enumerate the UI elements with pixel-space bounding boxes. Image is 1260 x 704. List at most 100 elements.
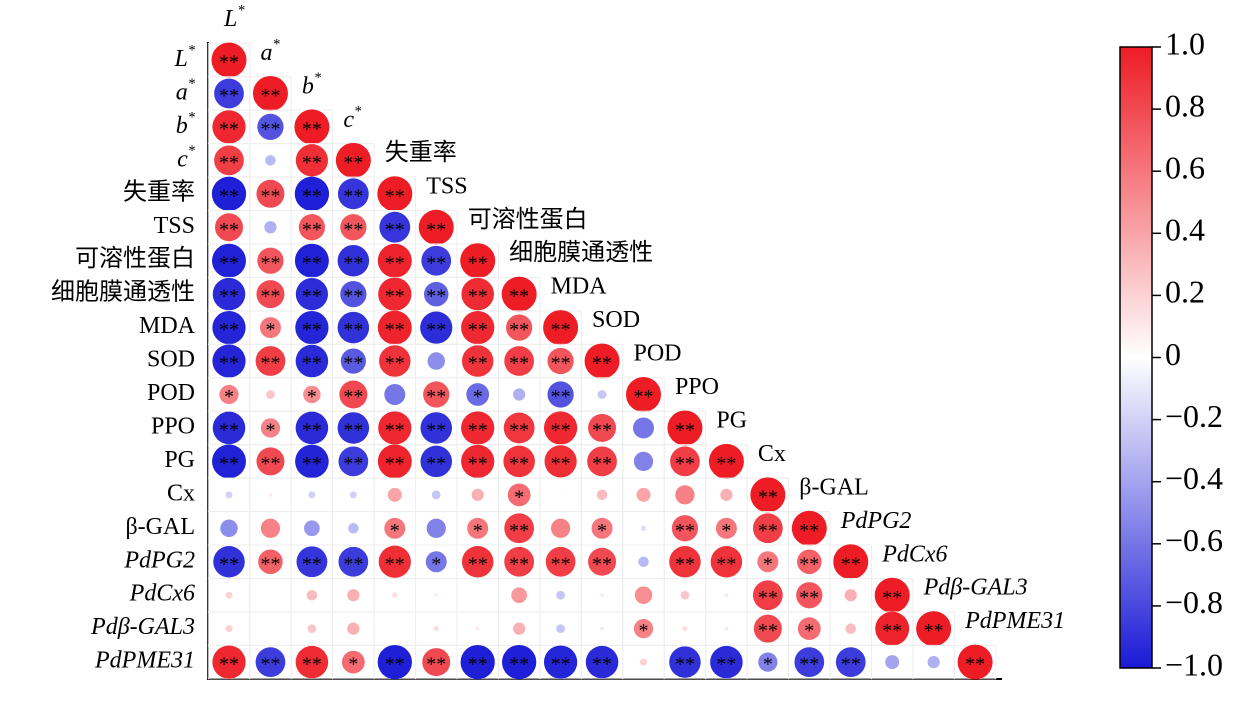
correlation-circle: [544, 445, 577, 478]
significance-label: **: [675, 654, 695, 676]
correlation-circle: [600, 626, 604, 631]
significance-label: **: [675, 520, 695, 542]
colorbar-tick-label: 0.2: [1165, 274, 1205, 310]
significance-label: **: [509, 286, 529, 308]
significance-label: **: [302, 654, 322, 676]
significance-label: **: [385, 654, 405, 676]
significance-label: **: [426, 654, 446, 676]
significance-label: **: [343, 219, 363, 241]
axis-label: 细胞膜通透性: [509, 239, 653, 266]
axis-label: PdCx6: [129, 581, 195, 607]
significance-label: **: [343, 553, 363, 575]
significance-label: **: [675, 420, 695, 442]
axis-label: MDA: [139, 313, 196, 339]
significance-label: **: [385, 453, 405, 475]
axis-label: MDA: [551, 274, 608, 300]
correlation-circle: [504, 346, 535, 376]
correlation-circle: [377, 444, 412, 479]
significance-label: **: [343, 453, 363, 475]
correlation-circle: [420, 311, 453, 344]
correlation-circle: [503, 445, 535, 478]
correlation-circle: [543, 411, 578, 445]
correlation-circle: [340, 281, 367, 308]
axis-label: 细胞膜通透性: [51, 279, 195, 306]
correlation-circle: [294, 243, 329, 278]
correlation-circle: [471, 488, 484, 501]
significance-label: **: [302, 152, 322, 174]
axis-label: 失重率: [123, 178, 195, 205]
correlation-circle: [640, 658, 647, 666]
axis-label: Cx: [758, 441, 786, 467]
significance-label: **: [468, 420, 488, 442]
correlation-circle: [591, 517, 613, 539]
correlation-circle: [584, 343, 620, 379]
colorbar-tick-label: 0: [1165, 336, 1181, 372]
significance-label: **: [260, 453, 280, 475]
significance-label: **: [260, 252, 280, 274]
colorbar-tick-label: 0.4: [1165, 212, 1205, 248]
significance-label: **: [219, 353, 239, 375]
correlation-circle: [724, 593, 729, 597]
correlation-circle: [461, 411, 495, 445]
significance-label: **: [426, 420, 446, 442]
correlation-circle: [427, 352, 445, 370]
correlation-circle: [874, 577, 910, 613]
correlation-circle: [212, 344, 246, 378]
correlation-circle: [212, 444, 246, 479]
correlation-circle: [257, 113, 284, 141]
significance-label: **: [634, 386, 654, 408]
significance-label: **: [882, 587, 902, 609]
correlation-circle: [633, 619, 654, 639]
correlation-circle: [547, 381, 574, 408]
correlation-circle: [633, 451, 654, 472]
significance-label: **: [799, 520, 819, 542]
axis-label: 可溶性蛋白: [468, 206, 588, 233]
significance-label: *: [265, 319, 275, 341]
correlation-circle: [379, 211, 411, 243]
axis-label: c*: [177, 143, 196, 172]
axis-label: PPO: [151, 413, 195, 439]
correlation-circle: [212, 110, 246, 144]
significance-label: **: [799, 553, 819, 575]
correlation-circle: [720, 488, 733, 501]
axis-label: SOD: [147, 347, 195, 373]
significance-label: **: [260, 353, 280, 375]
significance-label: *: [763, 654, 773, 676]
significance-label: **: [426, 252, 446, 274]
significance-label: **: [799, 587, 819, 609]
correlation-circle: [835, 647, 866, 677]
correlation-circle: [543, 645, 578, 679]
correlation-circle: [424, 281, 449, 307]
axis-label: Cx: [167, 480, 195, 506]
correlation-circle: [384, 517, 406, 539]
correlation-circle: [306, 589, 318, 601]
significance-label: **: [592, 654, 612, 676]
correlation-circle: [295, 278, 328, 311]
correlation-circle: [308, 491, 316, 499]
correlation-circle: [212, 310, 246, 345]
correlation-circle: [680, 590, 690, 600]
axis-label: POD: [147, 380, 195, 406]
significance-label: **: [509, 553, 529, 575]
axis-label: 失重率: [385, 139, 457, 166]
significance-label: **: [592, 353, 612, 375]
correlation-circle: [340, 214, 367, 241]
correlation-circle: [295, 144, 328, 177]
correlation-circle: [425, 551, 447, 573]
correlation-circle: [724, 626, 729, 631]
correlation-circle: [349, 491, 357, 499]
correlation-circle: [460, 243, 496, 279]
colorbar-tick-label: −0.6: [1165, 522, 1223, 558]
correlation-circle: [259, 317, 281, 339]
correlation-circle: [791, 510, 827, 546]
axis-label: SOD: [592, 307, 640, 333]
correlation-circle: [507, 483, 531, 507]
significance-label: **: [219, 654, 239, 676]
significance-label: **: [302, 219, 322, 241]
significance-label: **: [468, 453, 488, 475]
colorbar-tick-label: 1.0: [1165, 25, 1205, 61]
axis-label: β-GAL: [799, 474, 869, 500]
significance-label: **: [965, 654, 985, 676]
colorbar-tick-label: −0.4: [1165, 460, 1223, 496]
axis-label: TSS: [426, 173, 467, 199]
